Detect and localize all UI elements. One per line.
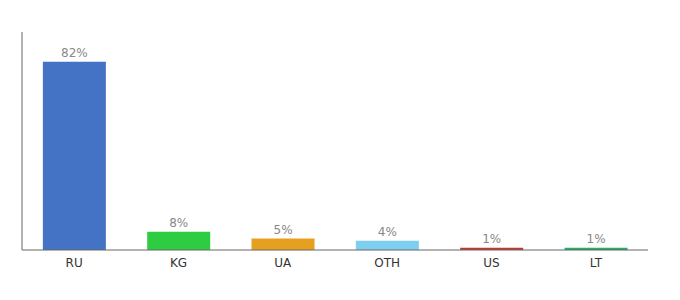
- svg-text:82%: 82%: [61, 46, 88, 60]
- svg-text:LT: LT: [590, 256, 603, 270]
- svg-text:RU: RU: [66, 256, 83, 270]
- svg-text:UA: UA: [274, 256, 292, 270]
- svg-text:US: US: [483, 256, 499, 270]
- svg-text:5%: 5%: [274, 223, 293, 237]
- svg-text:1%: 1%: [587, 232, 606, 246]
- svg-text:OTH: OTH: [374, 256, 400, 270]
- svg-text:1%: 1%: [482, 232, 501, 246]
- svg-text:4%: 4%: [378, 225, 397, 239]
- svg-text:8%: 8%: [169, 216, 188, 230]
- svg-text:KG: KG: [170, 256, 187, 270]
